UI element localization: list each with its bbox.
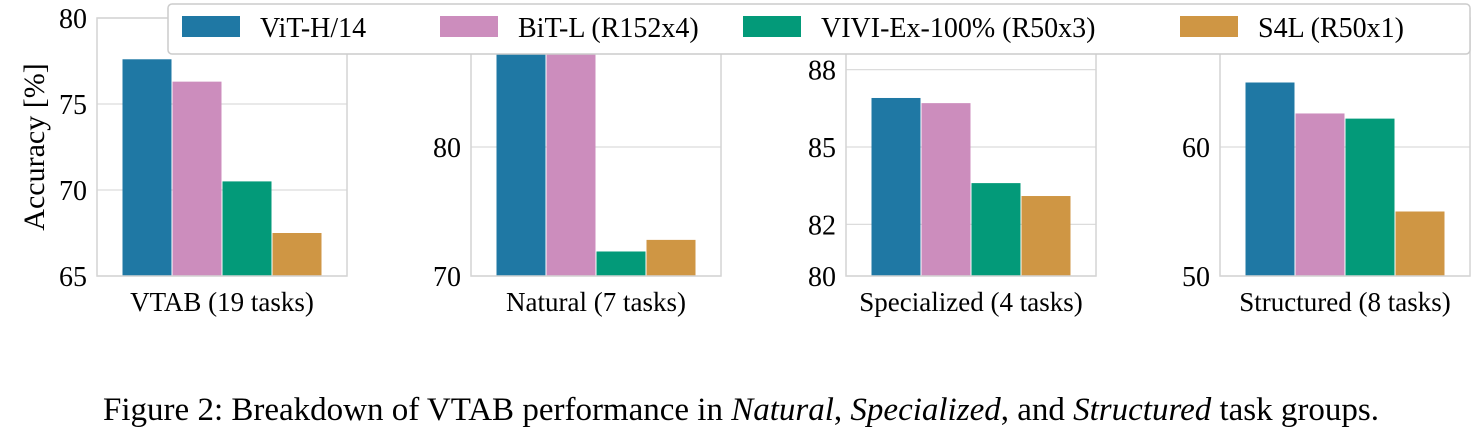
natural-ytick-label: 70 xyxy=(433,262,461,293)
natural-bar-2 xyxy=(546,51,596,276)
legend-swatch-2 xyxy=(440,16,498,37)
vtab-ylabel: Accuracy [%] xyxy=(18,63,51,230)
structured-bar-1 xyxy=(1245,82,1295,276)
vtab-ytick-label: 65 xyxy=(59,262,87,293)
caption-structured: Structured xyxy=(1073,392,1212,428)
specialized-xlabel: Specialized (4 tasks) xyxy=(859,287,1082,317)
specialized-bar-2 xyxy=(921,103,971,276)
natural-xlabel: Natural (7 tasks) xyxy=(506,287,686,317)
vtab-bar-4 xyxy=(272,233,322,276)
structured-bar-4 xyxy=(1395,211,1445,276)
structured-ytick-label: 50 xyxy=(1182,262,1210,293)
figure-caption: Figure 2: Breakdown of VTAB performance … xyxy=(0,392,1482,429)
caption-natural: Natural xyxy=(731,392,834,428)
natural-bar-4 xyxy=(646,239,696,276)
caption-prefix: Figure 2: Breakdown of VTAB performance … xyxy=(103,392,732,428)
specialized-bar-1 xyxy=(871,97,921,276)
vtab-bar-1 xyxy=(122,59,172,276)
specialized-bar-3 xyxy=(971,183,1021,276)
caption-sep1: , xyxy=(833,392,851,428)
structured-ytick-label: 60 xyxy=(1182,133,1210,164)
vtab-ytick-label: 70 xyxy=(59,176,87,207)
caption-suffix: task groups. xyxy=(1211,392,1379,428)
structured-bar-2 xyxy=(1295,113,1345,277)
vtab-ytick-label: 80 xyxy=(59,4,87,35)
vtab-ytick-label: 75 xyxy=(59,90,87,121)
legend-label-2: BiT-L (R152x4) xyxy=(518,13,699,44)
legend-label-3: VIVI-Ex-100% (R50x3) xyxy=(821,13,1096,44)
legend-label-1: ViT-H/14 xyxy=(260,13,366,44)
legend-label-4: S4L (R50x1) xyxy=(1258,13,1404,44)
legend-swatch-1 xyxy=(182,16,240,37)
specialized-ytick-label: 80 xyxy=(808,262,836,293)
legend-swatch-3 xyxy=(743,16,801,37)
vtab-xlabel: VTAB (19 tasks) xyxy=(130,287,314,317)
vtab-bar-2 xyxy=(172,81,222,276)
specialized-ytick-label: 82 xyxy=(808,210,836,241)
caption-specialized: Specialized xyxy=(850,392,1001,428)
legend-swatch-4 xyxy=(1180,16,1238,37)
vtab-bar-3 xyxy=(222,181,272,276)
structured-xlabel: Structured (8 tasks) xyxy=(1239,287,1450,317)
specialized-ytick-label: 85 xyxy=(808,133,836,164)
structured-bar-3 xyxy=(1345,118,1395,277)
specialized-bar-4 xyxy=(1021,196,1071,276)
caption-sep2: , and xyxy=(1000,392,1074,428)
natural-bar-3 xyxy=(596,251,646,276)
natural-bar-1 xyxy=(496,37,546,276)
specialized-ytick-label: 88 xyxy=(808,56,836,87)
natural-ytick-label: 80 xyxy=(433,133,461,164)
